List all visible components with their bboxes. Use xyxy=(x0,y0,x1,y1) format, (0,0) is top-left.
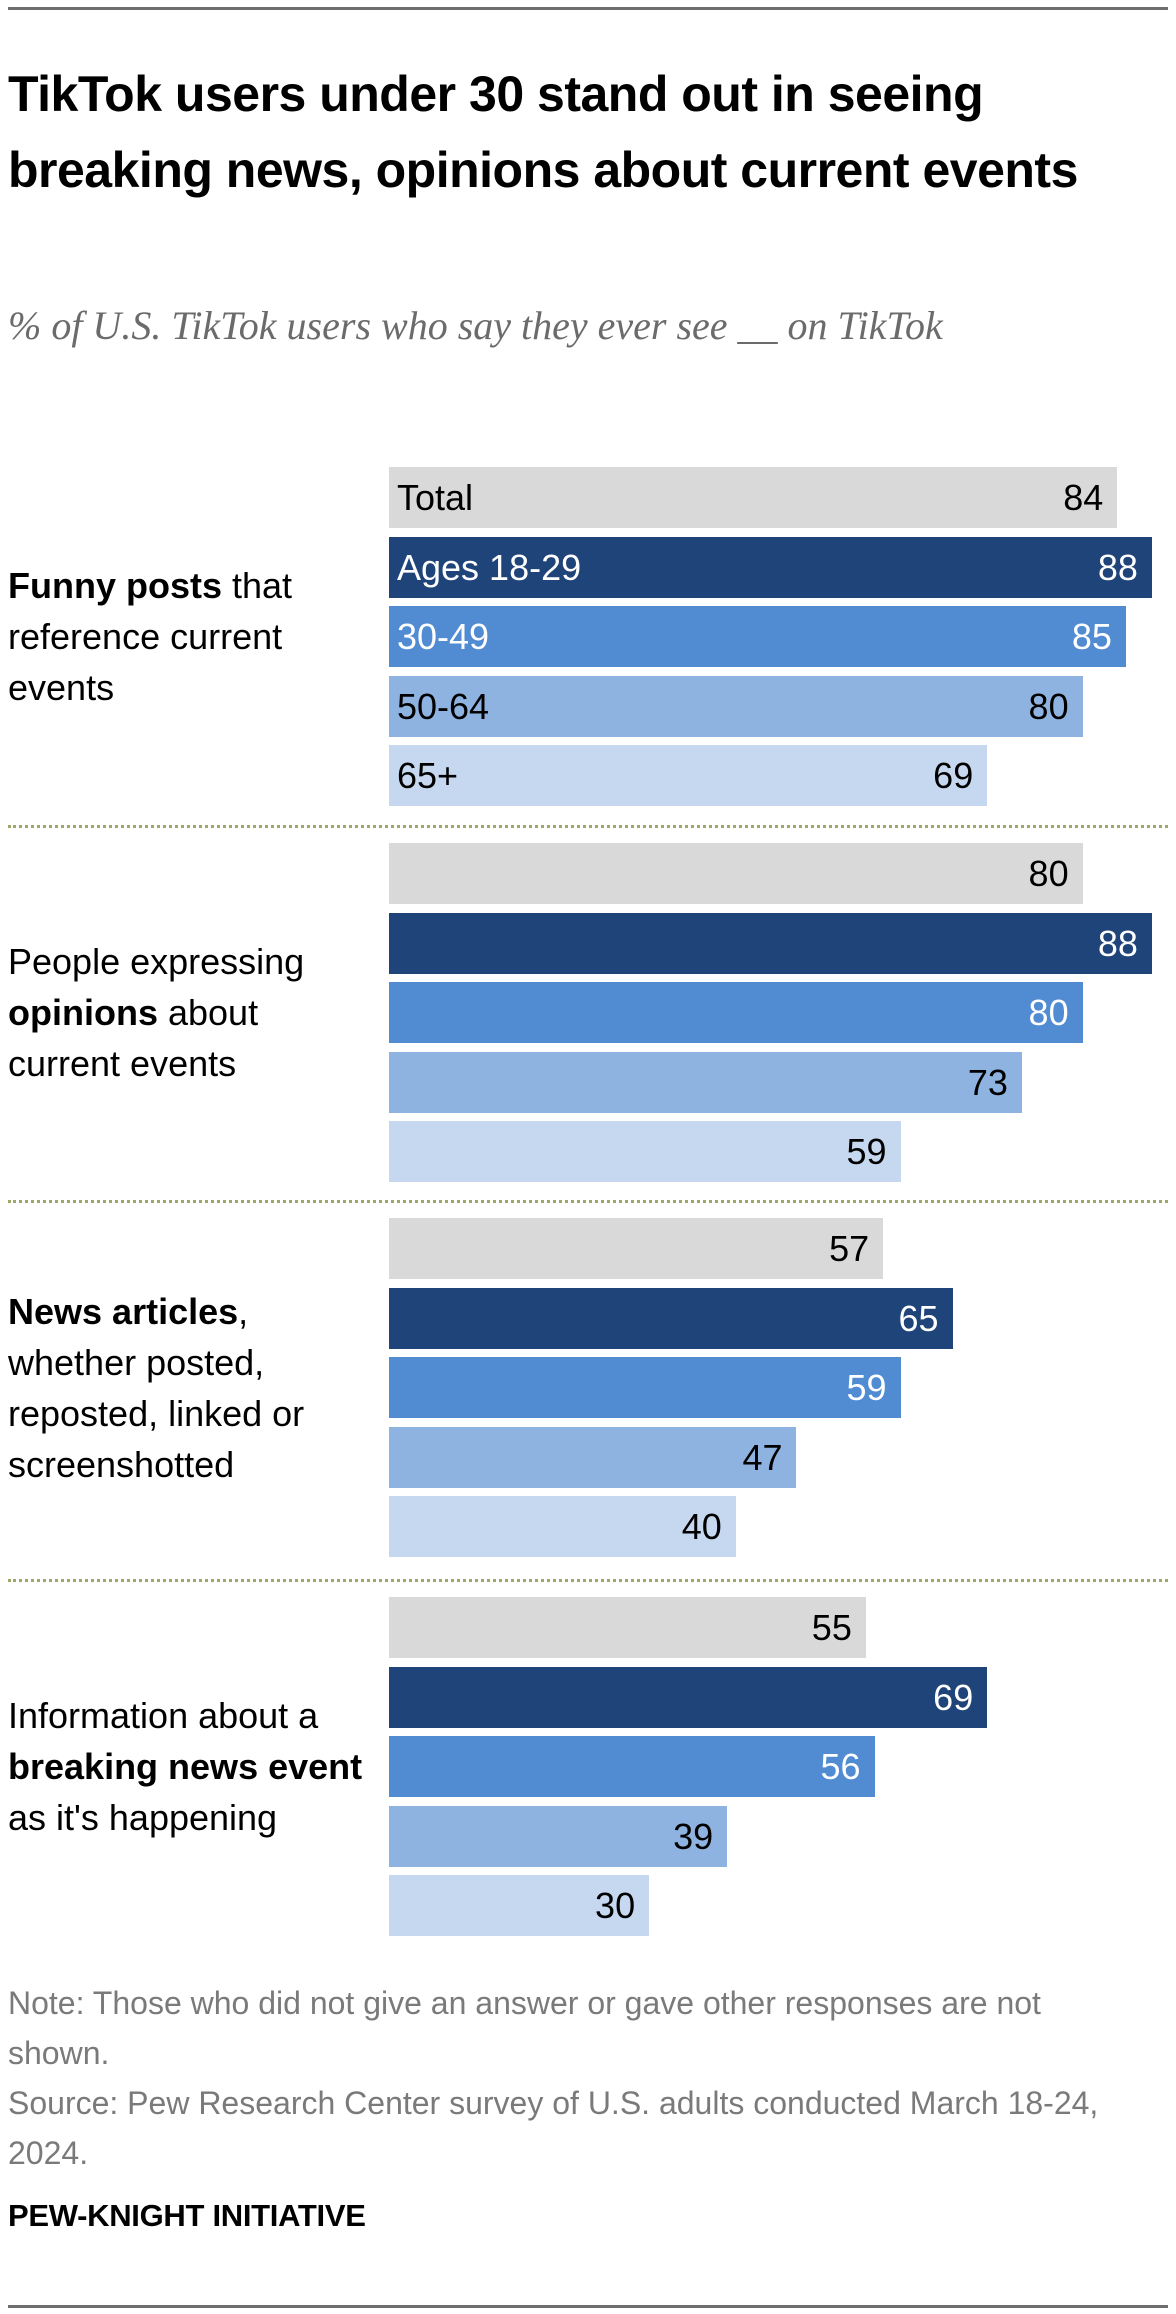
bar: 56 xyxy=(389,1736,875,1797)
group-label: Information about a breaking news event … xyxy=(8,1695,363,1838)
bar: 65 xyxy=(389,1288,953,1349)
bar-value-label: 40 xyxy=(681,1506,722,1547)
bar-value-label: 69 xyxy=(933,1677,974,1718)
bar-value-label: 47 xyxy=(742,1437,783,1478)
bar-category-label: 65+ xyxy=(397,755,459,796)
bar-value-label: 69 xyxy=(933,755,974,796)
chart-title: TikTok users under 30 stand out in seein… xyxy=(8,66,1078,198)
bar-value-label: 65 xyxy=(898,1298,939,1339)
bar-value-label: 80 xyxy=(1028,853,1069,894)
bar: 80 xyxy=(389,843,1083,904)
bar: 57 xyxy=(389,1218,884,1279)
bar: 30-49 85 xyxy=(389,606,1126,667)
bar: 47 xyxy=(389,1427,797,1488)
bar-value-label: 80 xyxy=(1028,992,1069,1033)
bar: 59 xyxy=(389,1357,901,1418)
bar: 80 xyxy=(389,982,1083,1043)
group-label: Funny posts that reference current event… xyxy=(8,565,293,708)
bar: Ages 18-29 88 xyxy=(389,537,1152,598)
top-rule xyxy=(8,7,1168,10)
bar: 88 xyxy=(389,913,1152,974)
bar-category-label: 30-49 xyxy=(397,616,490,657)
group-separator xyxy=(8,1200,1168,1203)
bar-value-label: 88 xyxy=(1097,547,1138,588)
group-label: News articles, whether posted, reposted,… xyxy=(8,1291,305,1485)
footnote: Note: Those who did not give an answer o… xyxy=(8,1978,1148,2178)
group-separator xyxy=(8,1579,1168,1582)
bar-value-label: 59 xyxy=(846,1367,887,1408)
bar-value-label: 88 xyxy=(1097,923,1138,964)
bar: Total 84 xyxy=(389,467,1118,528)
bar: 69 xyxy=(389,1667,988,1728)
bottom-rule xyxy=(8,2305,1168,2308)
bar-category-label: Ages 18-29 xyxy=(397,547,582,588)
bar-value-label: 59 xyxy=(846,1131,887,1172)
chart-subtitle: % of U.S. TikTok users who say they ever… xyxy=(8,303,943,348)
bar-value-label: 73 xyxy=(967,1062,1008,1103)
bar: 59 xyxy=(389,1121,901,1182)
bar: 55 xyxy=(389,1597,866,1658)
bar-category-label: Total xyxy=(397,477,474,518)
bar-value-label: 84 xyxy=(1063,477,1104,518)
bar: 73 xyxy=(389,1052,1022,1113)
bar-value-label: 56 xyxy=(820,1746,861,1787)
group-label: People expressing opinions about current… xyxy=(8,941,305,1084)
bar: 39 xyxy=(389,1806,728,1867)
bar: 65+ 69 xyxy=(389,745,988,806)
bar: 50-64 80 xyxy=(389,676,1083,737)
bar-value-label: 57 xyxy=(829,1228,870,1269)
bar-value-label: 30 xyxy=(595,1885,636,1926)
note-text: Note: Those who did not give an answer o… xyxy=(8,1985,1041,2071)
bar-value-label: 80 xyxy=(1028,686,1069,727)
bar-value-label: 39 xyxy=(673,1816,714,1857)
bar-value-label: 85 xyxy=(1071,616,1112,657)
bar-category-label: 50-64 xyxy=(397,686,490,727)
bar: 40 xyxy=(389,1496,736,1557)
bar-value-label: 55 xyxy=(811,1607,852,1648)
bar: 30 xyxy=(389,1875,650,1936)
brand-label: PEW-KNIGHT INITIATIVE xyxy=(8,2198,366,2233)
source-text: Source: Pew Research Center survey of U.… xyxy=(8,2085,1099,2171)
group-separator xyxy=(8,825,1168,828)
